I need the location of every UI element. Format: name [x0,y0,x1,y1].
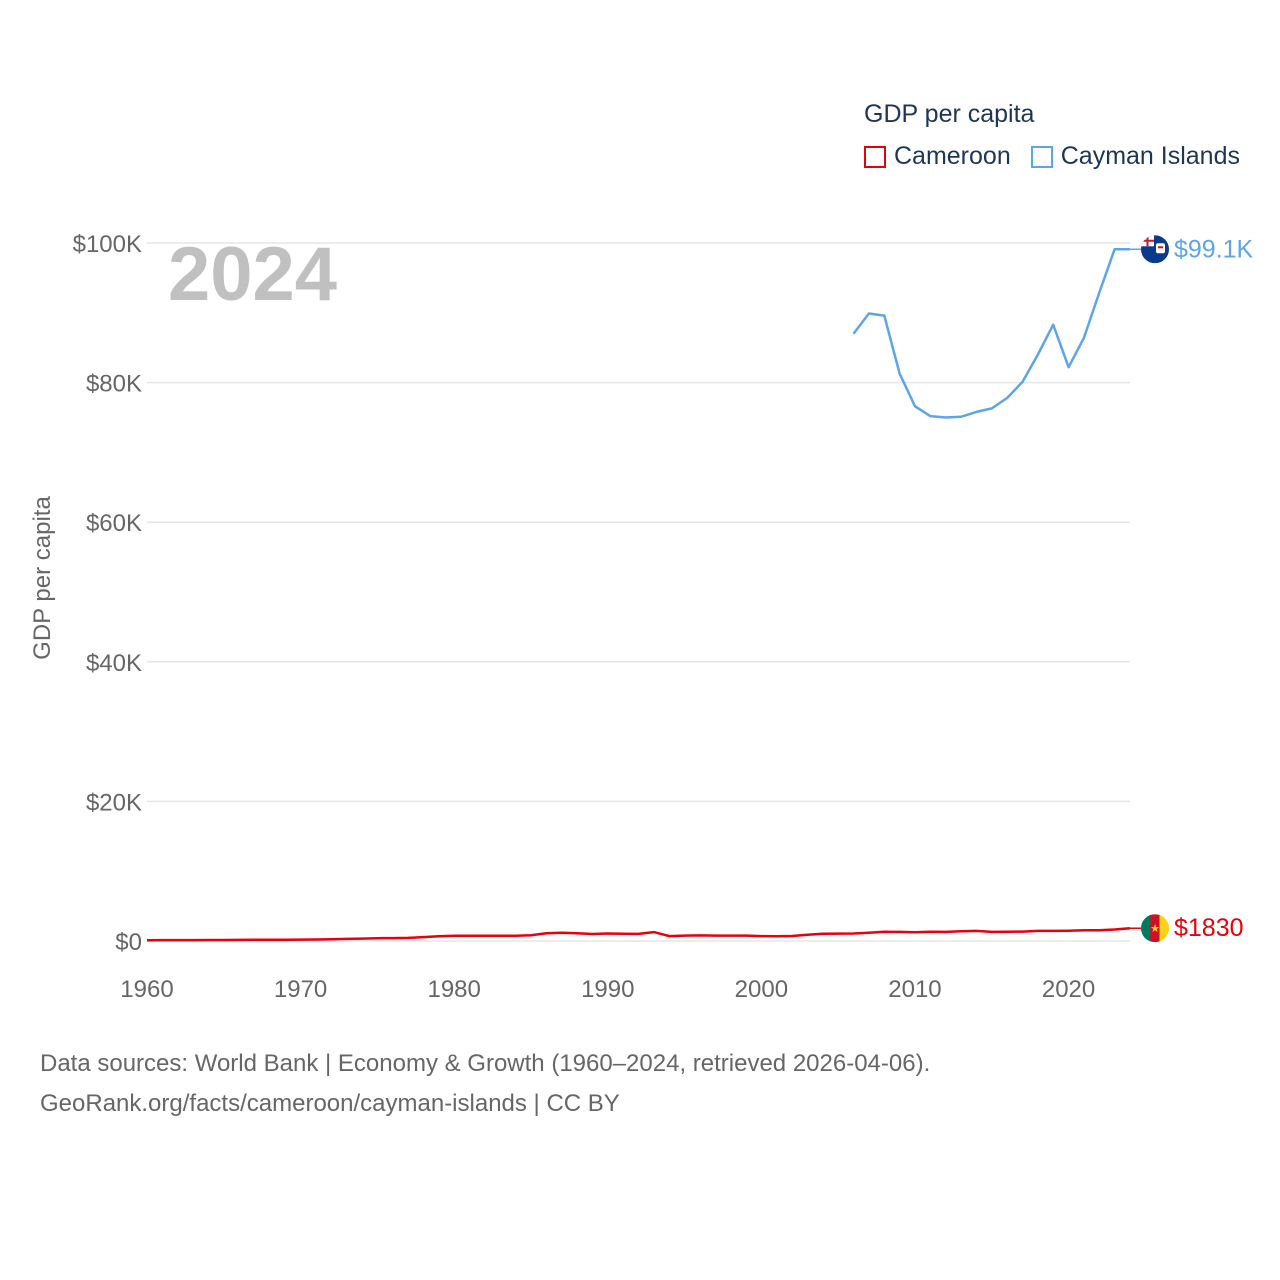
legend-swatch-cayman-islands [1030,145,1053,168]
series-lines [146,248,1131,942]
x-tick-label: 1970 [274,976,327,1003]
y-tick-label: $80K [86,371,142,398]
flag-star: ★ [1150,922,1160,935]
x-tick-label: 2000 [735,976,788,1003]
x-axis: 1960 1970 1980 1990 2000 2010 2020 [120,976,1095,1003]
end-value-label-cameroon: $1830 [1174,914,1244,942]
legend-title: GDP per capita [864,100,1035,128]
source-line-1: Data sources: World Bank | Economy & Gro… [40,1050,931,1077]
y-tick-label: $60K [86,510,142,537]
grid-lines [147,242,1130,942]
x-tick-label: 1960 [120,976,173,1003]
x-tick-label: 1990 [581,976,634,1003]
y-axis: $0 $20K $40K $60K $80K $100K [73,231,142,956]
y-tick-label: $20K [86,789,142,816]
flag-shield-detail [1158,246,1163,249]
source-note: Data sources: World Bank | Economy & Gro… [40,1044,930,1124]
legend-item-cameroon[interactable]: Cameroon [864,142,1011,171]
legend-swatch-cameroon [864,145,886,168]
flag-stripe [1159,914,1169,943]
cameroon-flag-icon: ★ [1141,914,1169,943]
end-value-label-cayman-islands: $99.1K [1174,235,1254,263]
y-tick-label: $0 [115,929,142,956]
y-tick-label: $40K [86,650,142,677]
x-tick-label: 2010 [888,976,941,1003]
flag-stripe [1150,914,1160,943]
y-axis-title: GDP per capita [29,496,56,660]
y-tick-label: $100K [73,231,142,258]
cayman-islands-flag-icon [1141,235,1169,264]
legend-label-cayman-islands: Cayman Islands [1060,142,1240,170]
year-watermark: 2024 [168,232,337,317]
x-tick-label: 2020 [1042,976,1095,1003]
legend: Cameroon Cayman Islands [864,142,1260,171]
flag-stripe [1141,914,1151,943]
series-end-markers: ★ $1830 $99.1K [1130,235,1254,943]
source-line-2[interactable]: GeoRank.org/facts/cameroon/cayman-island… [40,1090,620,1117]
series-line-cayman-islands [852,248,1130,419]
legend-item-cayman-islands[interactable]: Cayman Islands [1030,142,1240,171]
x-tick-label: 1980 [427,976,480,1003]
legend-label-cameroon: Cameroon [894,142,1011,170]
series-line-cameroon [146,926,1131,942]
